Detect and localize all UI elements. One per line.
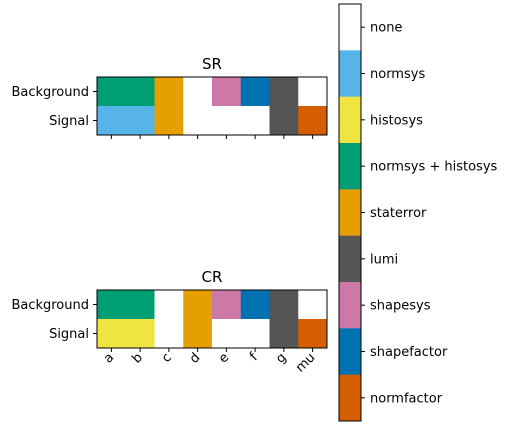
colorbar-label: lumi — [370, 252, 398, 267]
heatmap-sr: SR Background Signal — [11, 55, 327, 139]
cell-background-a — [97, 290, 126, 319]
cell-background-f — [241, 290, 270, 319]
cell-signal-c — [155, 319, 184, 348]
colorbar: none normsys histosys normsys + histosys sta… — [339, 4, 498, 421]
x-tick-label: g — [273, 350, 289, 366]
cell-background-b — [126, 77, 155, 106]
panel-title: CR — [202, 268, 223, 286]
colorbar-swatch-normfactor — [339, 375, 361, 422]
colorbar-label: normsys + histosys — [370, 160, 498, 175]
colorbar-label: staterror — [370, 206, 427, 221]
panel-title: SR — [202, 55, 222, 73]
cell-signal-e — [212, 319, 241, 348]
cell-background-c — [155, 77, 184, 106]
colorbar-swatch-lumi — [339, 236, 361, 283]
x-tick-label: c — [159, 350, 175, 366]
cell-signal-f — [241, 319, 270, 348]
cell-signal-b — [126, 106, 155, 135]
cell-background-a — [97, 77, 126, 106]
cell-background-c — [155, 290, 184, 319]
cell-signal-b — [126, 319, 155, 348]
cell-background-mu — [298, 77, 327, 106]
cell-background-f — [241, 77, 270, 106]
cell-signal-f — [241, 106, 270, 135]
cell-signal-d — [183, 106, 212, 135]
cell-signal-g — [270, 106, 299, 135]
x-tick-label: f — [247, 350, 261, 364]
cell-background-d — [183, 77, 212, 106]
cell-background-mu — [298, 290, 327, 319]
colorbar-swatch-normsys — [339, 50, 361, 97]
colorbar-swatch-shapesys — [339, 282, 361, 329]
cell-signal-c — [155, 106, 184, 135]
y-tick-label: Signal — [49, 327, 89, 342]
cell-signal-mu — [298, 106, 327, 135]
cell-signal-mu — [298, 319, 327, 348]
y-tick-label: Background — [11, 85, 89, 100]
colorbar-swatch-shapefactor — [339, 328, 361, 375]
colorbar-swatch-staterror — [339, 189, 361, 236]
cell-background-e — [212, 77, 241, 106]
x-tick-label: e — [216, 350, 232, 366]
y-tick-label: Signal — [49, 114, 89, 129]
cell-background-b — [126, 290, 155, 319]
cell-signal-g — [270, 319, 299, 348]
colorbar-label: none — [370, 21, 402, 36]
colorbar-swatch-none — [339, 4, 361, 51]
x-tick-label: d — [187, 350, 203, 366]
colorbar-label: histosys — [370, 113, 423, 128]
colorbar-swatch-normsys-histosys — [339, 143, 361, 190]
cell-background-d — [183, 290, 212, 319]
x-tick-label: a — [101, 350, 117, 366]
colorbar-swatch-histosys — [339, 97, 361, 144]
colorbar-label: shapesys — [370, 299, 431, 314]
y-tick-label: Background — [11, 298, 89, 313]
cell-background-g — [270, 77, 299, 106]
cell-signal-e — [212, 106, 241, 135]
colorbar-label: normfactor — [370, 391, 443, 406]
x-tick-label: mu — [293, 350, 318, 375]
cell-signal-d — [183, 319, 212, 348]
colorbar-label: normsys — [370, 67, 425, 82]
x-tick-label: b — [130, 350, 146, 366]
cell-background-g — [270, 290, 299, 319]
cell-signal-a — [97, 319, 126, 348]
cell-signal-a — [97, 106, 126, 135]
colorbar-label: shapefactor — [370, 345, 448, 360]
cell-background-e — [212, 290, 241, 319]
